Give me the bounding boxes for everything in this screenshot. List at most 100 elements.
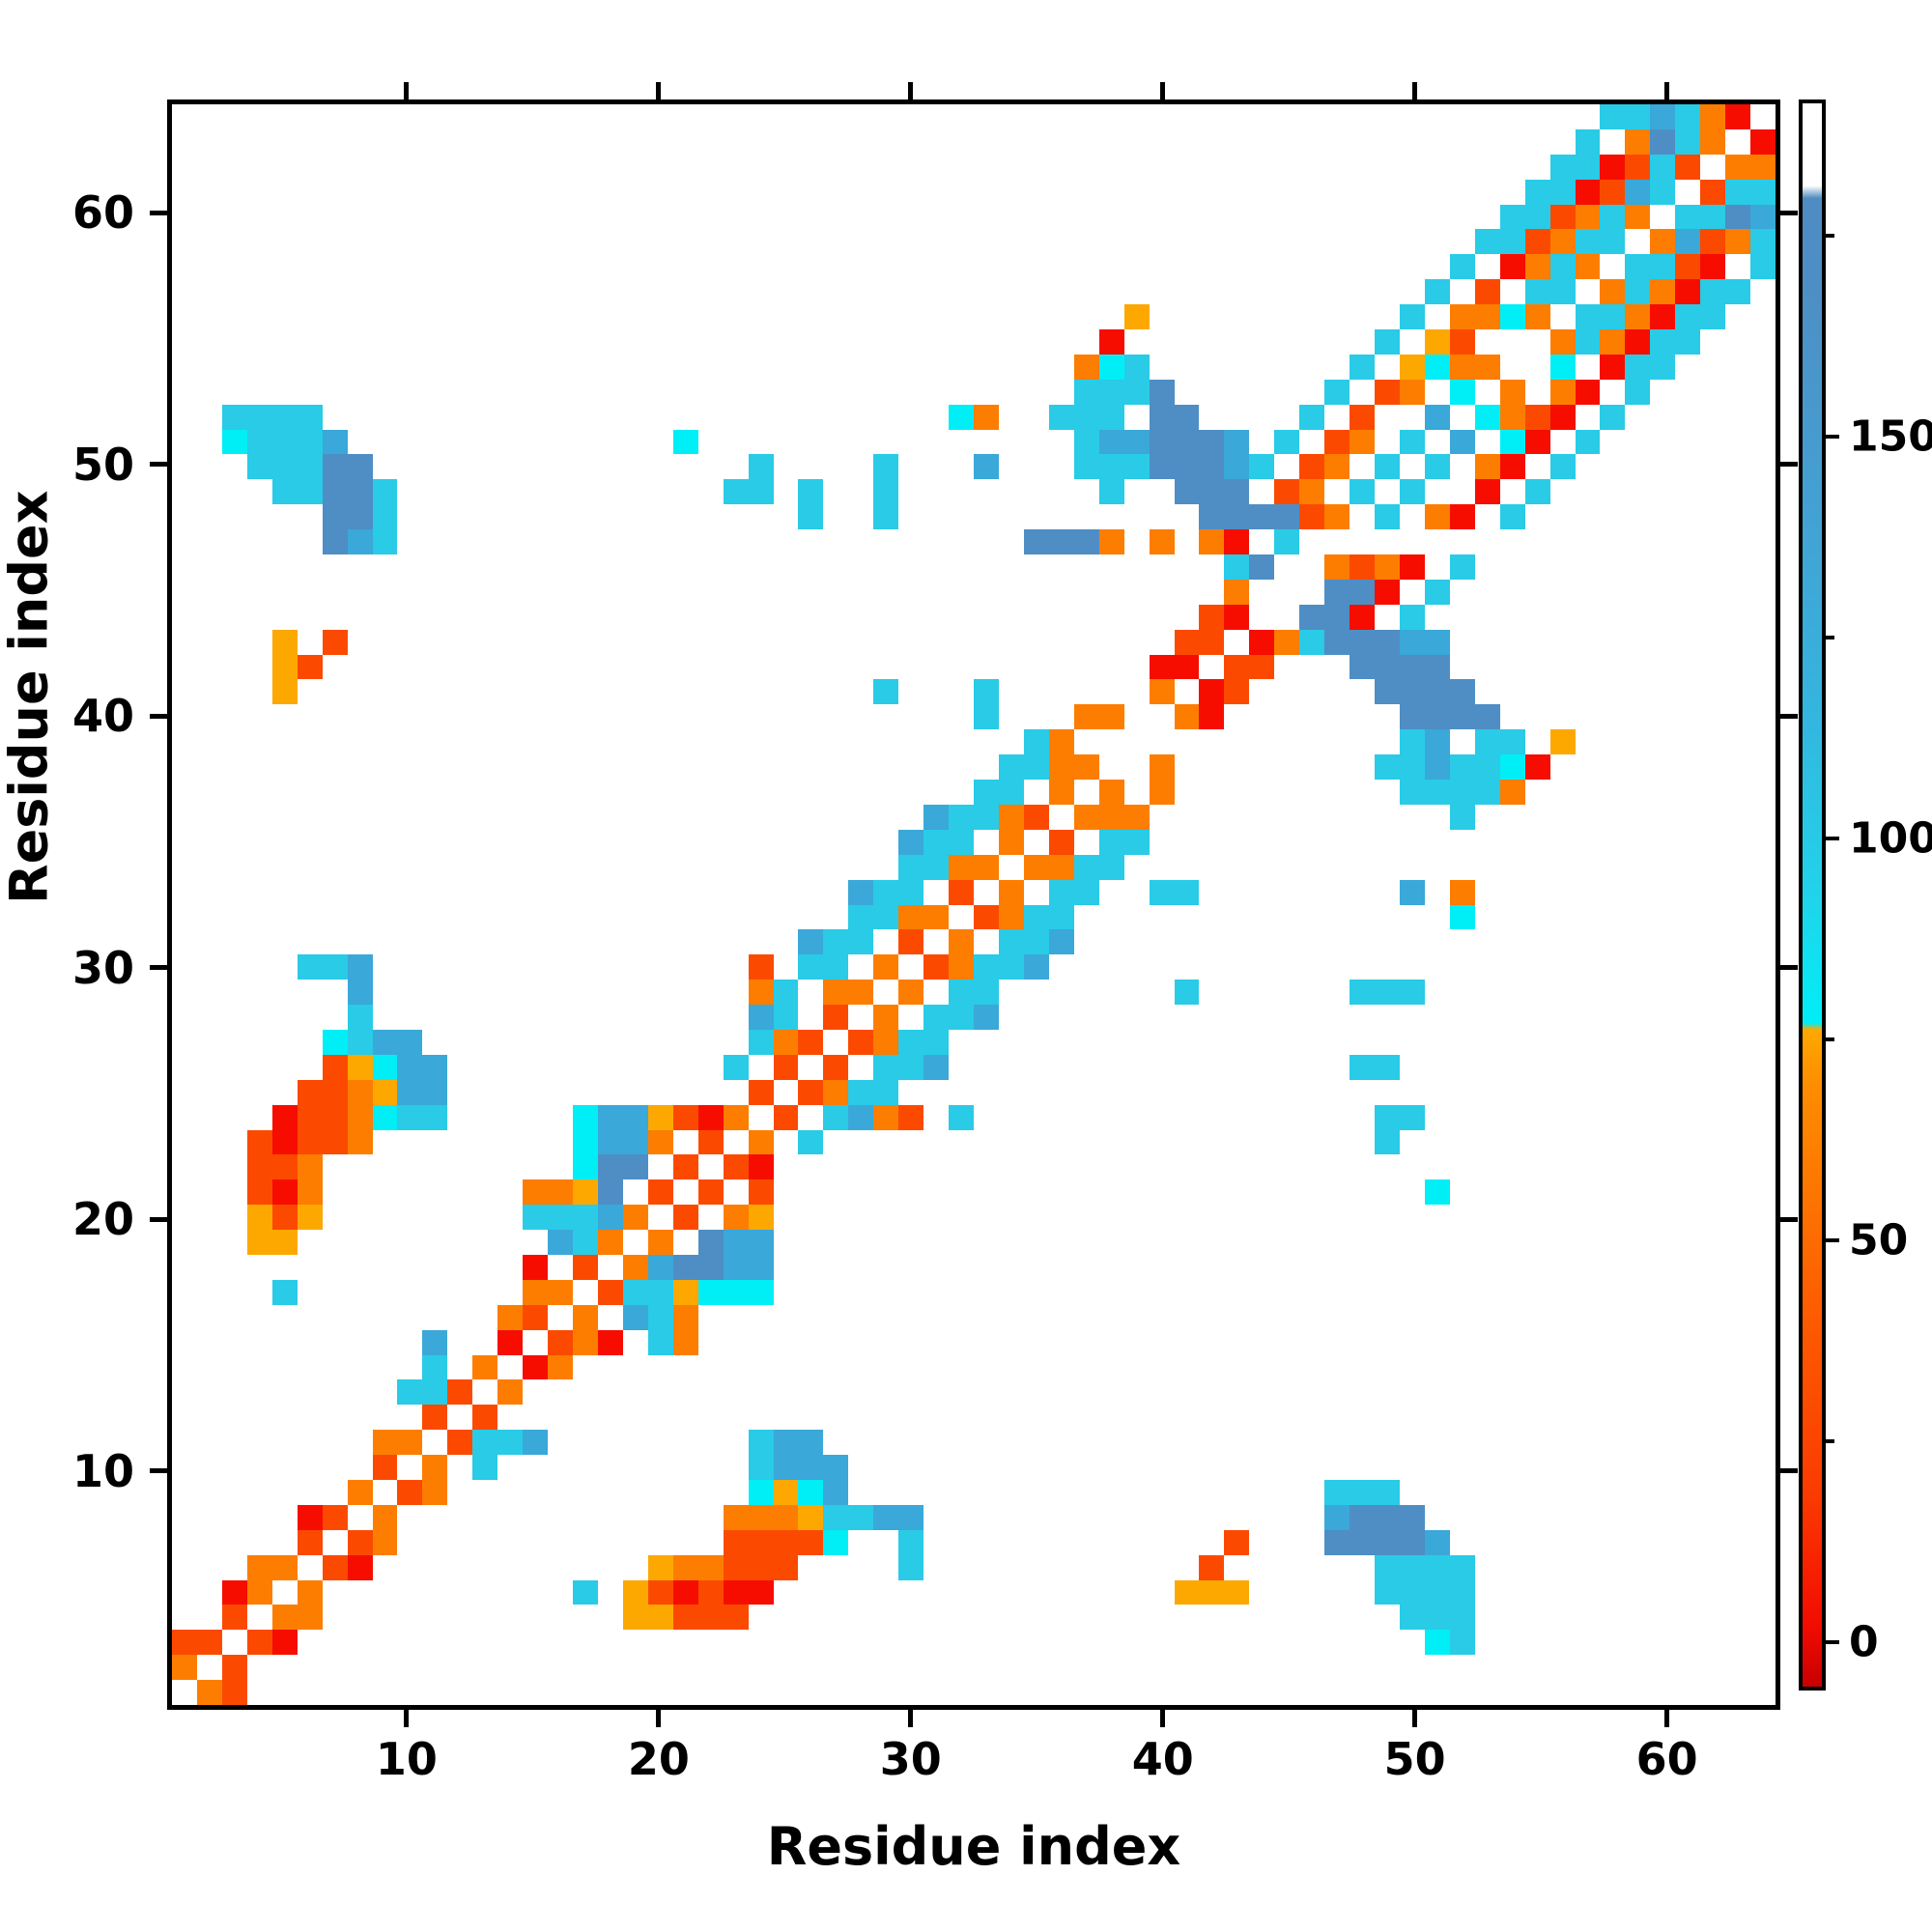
heatmap-cell [246, 429, 272, 455]
heatmap-cell [1048, 854, 1074, 880]
heatmap-cell [1650, 179, 1676, 205]
heatmap-cell [873, 954, 899, 980]
heatmap-cell [297, 1129, 323, 1155]
heatmap-cell [1399, 1554, 1425, 1580]
heatmap-cell [723, 1205, 749, 1231]
heatmap-cell [647, 1579, 673, 1605]
heatmap-cell [1600, 154, 1626, 180]
heatmap-cell [974, 804, 999, 830]
heatmap-cell [1524, 754, 1550, 781]
heatmap-cell [297, 654, 323, 680]
heatmap-cell [723, 479, 749, 505]
heatmap-cell [748, 1504, 774, 1530]
heatmap-cell [1449, 1579, 1475, 1605]
heatmap-cell [1399, 879, 1425, 905]
heatmap-cell [748, 1079, 774, 1105]
heatmap-cell [221, 429, 247, 455]
heatmap-cell [1073, 354, 1099, 380]
heatmap-cell [647, 1605, 673, 1631]
y-tick-right [1780, 210, 1798, 215]
heatmap-cell [873, 1079, 899, 1105]
heatmap-cell [297, 1605, 323, 1631]
heatmap-cell [1549, 229, 1576, 255]
heatmap-cell [573, 1304, 598, 1330]
heatmap-cell [1399, 379, 1425, 405]
heatmap-cell [773, 1479, 799, 1505]
heatmap-cell [297, 454, 323, 480]
heatmap-cell [1174, 1579, 1200, 1605]
heatmap-cell [372, 1430, 398, 1456]
heatmap-cell [1499, 379, 1525, 405]
heatmap-cell [221, 1605, 247, 1631]
heatmap-cell [1650, 354, 1676, 380]
y-tick-right [1780, 713, 1798, 719]
heatmap-cell [1675, 154, 1701, 180]
heatmap-cell [597, 1205, 623, 1231]
y-tick-right [1780, 1216, 1798, 1222]
heatmap-cell [1449, 1605, 1475, 1631]
heatmap-cell [723, 1254, 749, 1280]
heatmap-cell [748, 1279, 774, 1305]
heatmap-cell [1324, 454, 1350, 480]
heatmap-cell [271, 1205, 298, 1231]
heatmap-cell [497, 1304, 524, 1330]
heatmap-cell [1575, 429, 1601, 455]
heatmap-cell [873, 1104, 899, 1130]
heatmap-cell [271, 629, 298, 655]
heatmap-cell [1375, 980, 1400, 1006]
heatmap-cell [597, 1129, 623, 1155]
heatmap-cell [397, 1430, 423, 1456]
heatmap-cell [271, 1630, 298, 1656]
heatmap-cell [1750, 154, 1776, 180]
heatmap-cell [1375, 1054, 1400, 1080]
heatmap-cell [1575, 379, 1601, 405]
heatmap-cell [1650, 304, 1676, 330]
heatmap-cell [1424, 1529, 1450, 1555]
heatmap-cell [1449, 679, 1475, 705]
heatmap-cell [347, 479, 373, 505]
heatmap-cell [1449, 329, 1475, 355]
heatmap-cell [748, 1205, 774, 1231]
heatmap-cell [1399, 729, 1425, 755]
heatmap-cell [1399, 1504, 1425, 1530]
heatmap-cell [1449, 780, 1475, 805]
heatmap-cell [748, 1529, 774, 1555]
heatmap-cell [548, 1329, 573, 1355]
heatmap-cell [246, 1205, 272, 1231]
heatmap-cell [422, 1329, 448, 1355]
heatmap-cell [372, 1504, 398, 1530]
heatmap-cell [1174, 654, 1200, 680]
heatmap-cell [1750, 204, 1776, 230]
heatmap-cell [672, 1554, 698, 1580]
heatmap-cell [949, 1005, 974, 1030]
heatmap-cell [1549, 279, 1576, 305]
heatmap-cell [271, 1129, 298, 1155]
heatmap-cell [1149, 654, 1175, 680]
heatmap-cell [1474, 304, 1500, 330]
heatmap-cell [1375, 629, 1400, 655]
heatmap-cell [1023, 929, 1049, 955]
heatmap-cell [998, 904, 1024, 930]
y-tick-label: 40 [71, 690, 134, 743]
y-tick-left [150, 1216, 167, 1222]
x-tick-bottom [1664, 1710, 1670, 1727]
heatmap-cell [974, 904, 999, 930]
heatmap-cell [1625, 204, 1651, 230]
heatmap-cell [1474, 229, 1500, 255]
heatmap-cell [1549, 454, 1576, 480]
heatmap-cell [1700, 229, 1726, 255]
heatmap-cell [246, 1129, 272, 1155]
heatmap-cell [322, 529, 348, 555]
heatmap-cell [1549, 204, 1576, 230]
heatmap-cell [823, 1104, 849, 1130]
heatmap-cell [597, 1154, 623, 1180]
heatmap-cell [672, 1104, 698, 1130]
heatmap-cell [1399, 354, 1425, 380]
heatmap-cell [1524, 204, 1550, 230]
heatmap-cell [1149, 754, 1175, 781]
heatmap-cell [622, 1579, 648, 1605]
heatmap-cell [1750, 254, 1776, 280]
heatmap-cell [422, 1379, 448, 1406]
heatmap-cell [347, 504, 373, 530]
